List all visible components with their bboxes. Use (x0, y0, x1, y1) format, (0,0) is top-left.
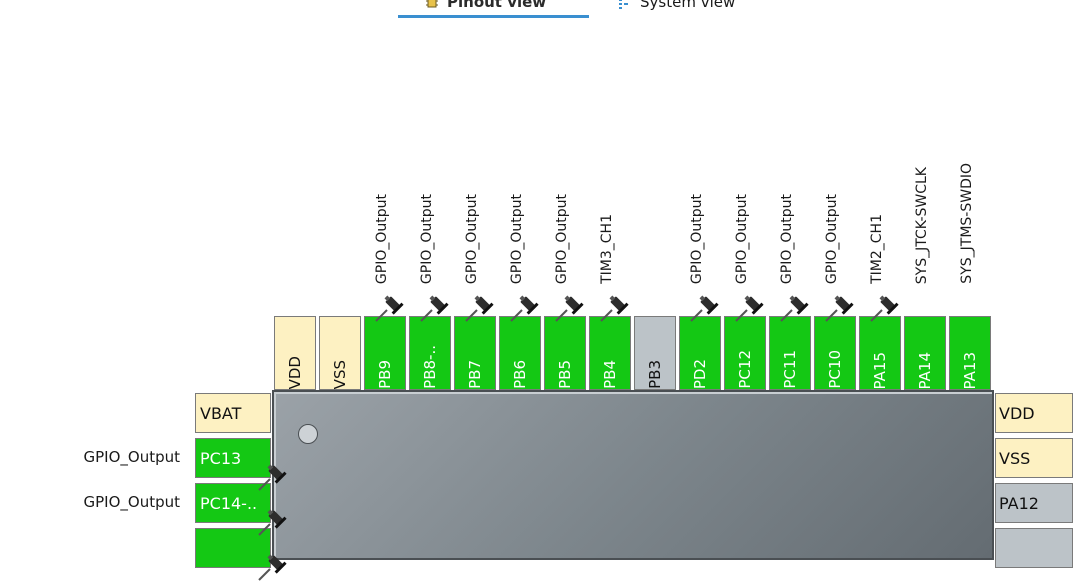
pushpin-icon (462, 291, 496, 325)
pushpin-icon (732, 291, 766, 325)
pin-label: PC14-.. (200, 493, 258, 513)
pin-label: PA13 (961, 351, 979, 389)
pin-left-pc13[interactable]: PC13 (195, 438, 271, 478)
pin-pa14[interactable]: PA14 (904, 316, 946, 390)
pin-pc10[interactable]: PC10 (814, 316, 856, 390)
signal-label: GPIO_Output (419, 193, 435, 284)
signal-label: GPIO_Output (554, 193, 570, 284)
pin-label: PB5 (556, 360, 574, 389)
signal-label: TIM2_CH1 (869, 214, 885, 284)
signal-label: SYS_JTMS-SWDIO (959, 163, 975, 284)
pin-pb3[interactable]: PB3 (634, 316, 676, 390)
list-icon (619, 0, 628, 9)
pin-pb5[interactable]: PB5 (544, 316, 586, 390)
pin-label: VDD (999, 403, 1035, 423)
pin-pb8[interactable]: PB8-.. (409, 316, 451, 390)
pushpin-icon (372, 291, 406, 325)
signal-label: GPIO_Output (374, 193, 390, 284)
pin-label: PB3 (646, 360, 664, 389)
pin-right-vss[interactable]: VSS (995, 438, 1073, 478)
pushpin-icon (255, 550, 289, 584)
pushpin-icon (417, 291, 451, 325)
signal-label: GPIO_Output (689, 193, 705, 284)
signal-label: GPIO_Output (824, 193, 840, 284)
pin-vss[interactable]: VSS (319, 316, 361, 390)
pushpin-icon (255, 460, 289, 494)
pin-pd2[interactable]: PD2 (679, 316, 721, 390)
pin-label: PC13 (200, 448, 242, 468)
pin-label: VSS (331, 359, 349, 389)
chip-icon (426, 0, 438, 7)
signal-label: GPIO_Output (464, 193, 480, 284)
pushpin-icon (552, 291, 586, 325)
active-tab-indicator (398, 15, 589, 18)
pin-label: VBAT (200, 403, 242, 423)
pin-label: PC10 (826, 350, 844, 389)
pushpin-icon (867, 291, 901, 325)
pin-left-pc14[interactable]: PC14-.. (195, 483, 271, 523)
pin-label: PA12 (999, 493, 1039, 513)
tab-system-label: System view (640, 0, 736, 11)
pin-label: PD2 (691, 358, 709, 389)
pin-label: PB6 (511, 360, 529, 389)
pushpin-icon (777, 291, 811, 325)
pin-pc12[interactable]: PC12 (724, 316, 766, 390)
pin-pb7[interactable]: PB7 (454, 316, 496, 390)
signal-label: GPIO_Output (779, 193, 795, 284)
pin-label: PB4 (601, 360, 619, 389)
pin-label: PA14 (916, 351, 934, 389)
pushpin-icon (687, 291, 721, 325)
pushpin-icon (597, 291, 631, 325)
signal-label: GPIO_Output (83, 493, 180, 511)
tab-system-view[interactable]: System view (618, 0, 735, 14)
pin-label: PC11 (781, 350, 799, 389)
pin1-marker-dot (298, 424, 318, 444)
signal-label: GPIO_Output (509, 193, 525, 284)
pin-label: VDD (286, 355, 304, 389)
pin-pb9[interactable]: PB9 (364, 316, 406, 390)
signal-label: SYS_JTCK-SWCLK (914, 166, 930, 284)
signal-label: GPIO_Output (83, 448, 180, 466)
pin-pb4[interactable]: PB4 (589, 316, 631, 390)
pin-label: VSS (999, 448, 1031, 468)
signal-label: TIM3_CH1 (599, 214, 615, 284)
pushpin-icon (255, 505, 289, 539)
pin-vdd[interactable]: VDD (274, 316, 316, 390)
pin-pa13[interactable]: PA13 (949, 316, 991, 390)
pin-label: PC12 (736, 350, 754, 389)
pin-pc11[interactable]: PC11 (769, 316, 811, 390)
tab-pinout-view[interactable]: Pinout view (425, 0, 546, 14)
signal-label: GPIO_Output (734, 193, 750, 284)
pin-label: PA15 (871, 351, 889, 389)
pin-label: PB9 (376, 360, 394, 389)
pin-pa15[interactable]: PA15 (859, 316, 901, 390)
pin-pb6[interactable]: PB6 (499, 316, 541, 390)
pin-right-pa12[interactable]: PA12 (995, 483, 1073, 523)
view-tabs: Pinout view System view (0, 0, 1084, 20)
pin-left-vbat[interactable]: VBAT (195, 393, 271, 433)
pin-label: PB8-.. (421, 345, 439, 389)
pin-right-partial[interactable] (995, 528, 1073, 568)
pushpin-icon (507, 291, 541, 325)
mcu-package-body (272, 390, 994, 560)
pin-right-vdd[interactable]: VDD (995, 393, 1073, 433)
tab-pinout-label: Pinout view (447, 0, 547, 11)
pushpin-icon (822, 291, 856, 325)
pin-label: PB7 (466, 360, 484, 389)
